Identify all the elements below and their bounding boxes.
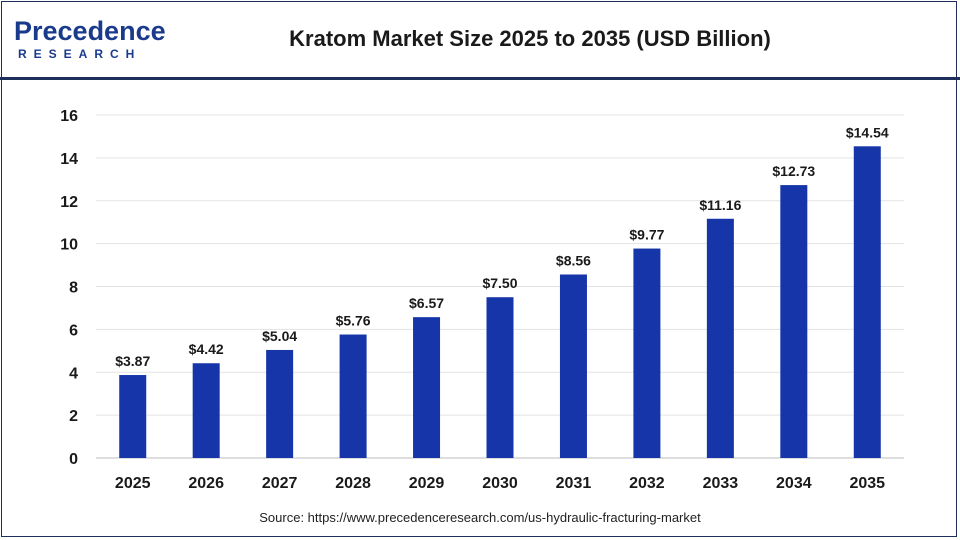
bar <box>706 218 734 458</box>
data-label: $6.57 <box>409 295 444 311</box>
bar <box>119 375 147 458</box>
data-label: $7.50 <box>482 275 517 291</box>
y-tick-label: 0 <box>69 451 78 468</box>
x-tick-label: 2033 <box>703 475 739 492</box>
bar <box>339 334 367 458</box>
data-label: $12.73 <box>772 163 815 179</box>
bar <box>266 349 294 458</box>
bar <box>413 317 441 458</box>
data-label: $9.77 <box>629 227 664 243</box>
bar <box>853 146 881 458</box>
logo-text: Precedence <box>14 16 166 46</box>
y-tick-label: 8 <box>69 280 78 297</box>
bar <box>486 297 514 458</box>
data-label: $11.16 <box>699 197 741 213</box>
y-tick-label: 6 <box>69 322 78 339</box>
data-label: $5.04 <box>262 328 297 344</box>
x-tick-label: 2025 <box>115 475 151 492</box>
bar <box>559 274 587 458</box>
x-tick-label: 2027 <box>262 475 298 492</box>
x-tick-label: 2029 <box>409 475 445 492</box>
logo-subtext: RESEARCH <box>18 47 142 61</box>
x-tick-label: 2030 <box>482 475 518 492</box>
data-label: $4.42 <box>189 341 224 357</box>
y-tick-label: 14 <box>60 151 78 168</box>
y-tick-label: 4 <box>69 365 78 382</box>
x-tick-label: 2034 <box>776 475 812 492</box>
x-tick-label: 2031 <box>556 475 592 492</box>
data-label: $14.54 <box>846 124 889 140</box>
brand-logo: Precedence RESEARCH <box>14 14 166 64</box>
bar <box>633 248 661 458</box>
bar-chart: 0 2 4 6 8 10 12 14 16 $3.87 2025 $4.42 2026 $5.04 2027… <box>0 80 960 510</box>
source-note: Source: https://www.precedenceresearch.c… <box>259 510 701 525</box>
data-label: $3.87 <box>115 353 150 369</box>
header: Precedence RESEARCH Kratom Market Size 2… <box>0 0 960 80</box>
chart-canvas: 0 2 4 6 8 10 12 14 16 $3.87 2025 $4.42 2026 $5.04 2027… <box>60 108 904 492</box>
x-tick-label: 2028 <box>335 475 371 492</box>
data-label: $8.56 <box>556 252 591 268</box>
y-tick-label: 2 <box>69 408 78 425</box>
bar <box>780 185 808 458</box>
data-label: $5.76 <box>336 313 371 329</box>
y-tick-label: 12 <box>60 194 78 211</box>
chart-title: Kratom Market Size 2025 to 2035 (USD Bil… <box>289 26 771 51</box>
x-tick-label: 2035 <box>849 475 885 492</box>
x-tick-label: 2032 <box>629 475 665 492</box>
y-tick-label: 10 <box>60 237 78 254</box>
x-tick-label: 2026 <box>188 475 224 492</box>
bar <box>192 363 220 458</box>
y-tick-label: 16 <box>60 108 78 125</box>
